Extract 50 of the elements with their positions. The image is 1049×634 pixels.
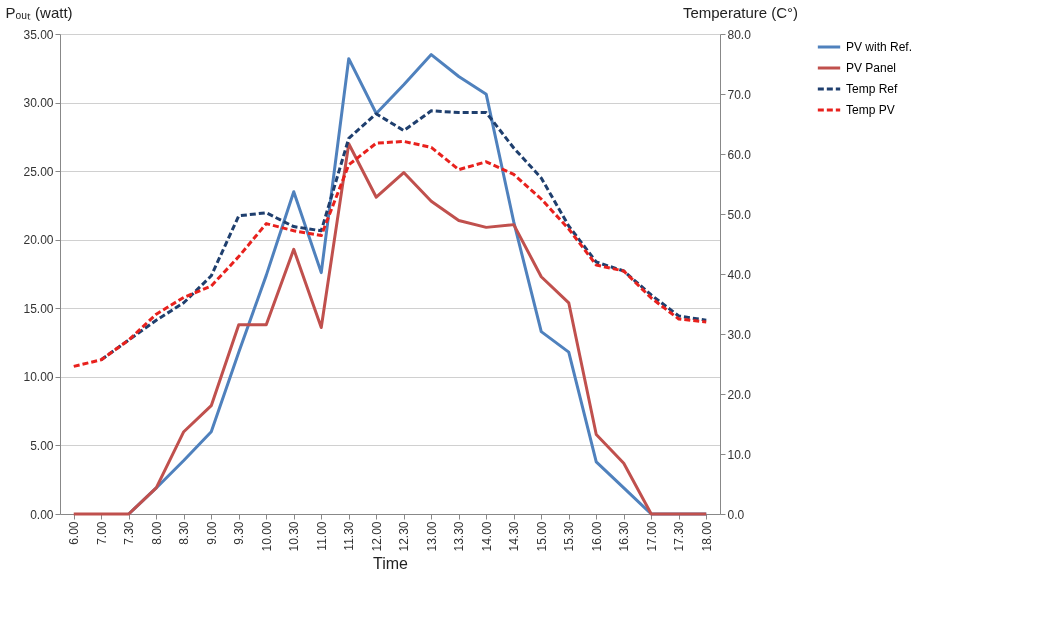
x-tick-label: 16.00 (589, 521, 604, 552)
x-tick-label: 17.00 (644, 521, 659, 552)
y-tick-label: 5.00 (30, 438, 54, 453)
y-axis-title: Pₒᵤₜ (watt) (5, 3, 73, 21)
y-tick-label: 25.00 (23, 164, 54, 179)
y2-tick-label: 30.0 (727, 327, 752, 342)
y2-tick-label: 60.0 (727, 147, 752, 162)
x-tick-label: 13.00 (424, 521, 439, 552)
x-tick-label: 11.00 (314, 521, 329, 551)
x-tick-label: 17.30 (672, 521, 687, 552)
line-series (72, 142, 708, 516)
x-tick-label: 8.30 (177, 521, 192, 545)
x-tick-label: 8.00 (149, 521, 164, 545)
x-tick-label: 9.00 (204, 521, 219, 545)
x-tick-label: 10.30 (287, 521, 302, 552)
y2-tick-label: 20.0 (727, 387, 752, 402)
legend-label: PV with Ref. (846, 40, 913, 54)
x-tick-label: 13.30 (452, 521, 467, 552)
y2-tick-label: 80.0 (727, 27, 752, 42)
y2-tick-label: 0.0 (727, 507, 745, 522)
x-tick-label: 15.30 (562, 521, 577, 552)
legend-label: Temp Ref (846, 82, 899, 96)
x-tick-label: 7.00 (94, 521, 109, 545)
x-axis-title: Time (373, 554, 409, 572)
y2-tick-label: 70.0 (727, 87, 752, 102)
x-tick-label: 9.30 (232, 521, 247, 545)
x-tick-label: 7.30 (122, 521, 137, 545)
y2-tick-label: 40.0 (727, 267, 752, 282)
x-tick-label: 16.30 (617, 521, 632, 552)
x-tick-label: 14.30 (507, 521, 522, 552)
y2-axis-title: Temperature (C°) (682, 3, 799, 21)
x-tick-label: 18.00 (699, 521, 714, 552)
x-tick-label: 6.00 (67, 521, 82, 545)
x-tick-label: 12.30 (397, 521, 412, 552)
y-tick-label: 35.00 (23, 27, 54, 42)
y-tick-label: 0.00 (30, 507, 54, 522)
x-tick-label: 12.00 (369, 521, 384, 552)
x-tick-label: 15.00 (534, 521, 549, 552)
legend-label: PV Panel (846, 61, 897, 75)
line-series (72, 139, 708, 368)
y-tick-label: 10.00 (23, 370, 54, 385)
x-tick-label: 11.30 (342, 521, 357, 551)
legend-label: Temp PV (846, 103, 895, 117)
y-tick-label: 20.00 (23, 233, 54, 248)
y2-tick-label: 10.0 (727, 447, 752, 462)
y-tick-label: 30.00 (23, 96, 54, 111)
y-tick-label: 15.00 (23, 301, 54, 316)
y2-tick-label: 50.0 (727, 207, 752, 222)
x-tick-label: 10.00 (259, 521, 274, 552)
x-tick-label: 14.00 (479, 521, 494, 552)
